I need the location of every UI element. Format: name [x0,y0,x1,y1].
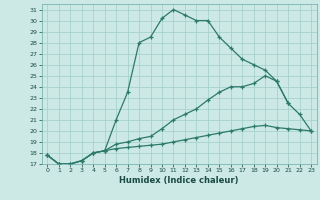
X-axis label: Humidex (Indice chaleur): Humidex (Indice chaleur) [119,176,239,185]
